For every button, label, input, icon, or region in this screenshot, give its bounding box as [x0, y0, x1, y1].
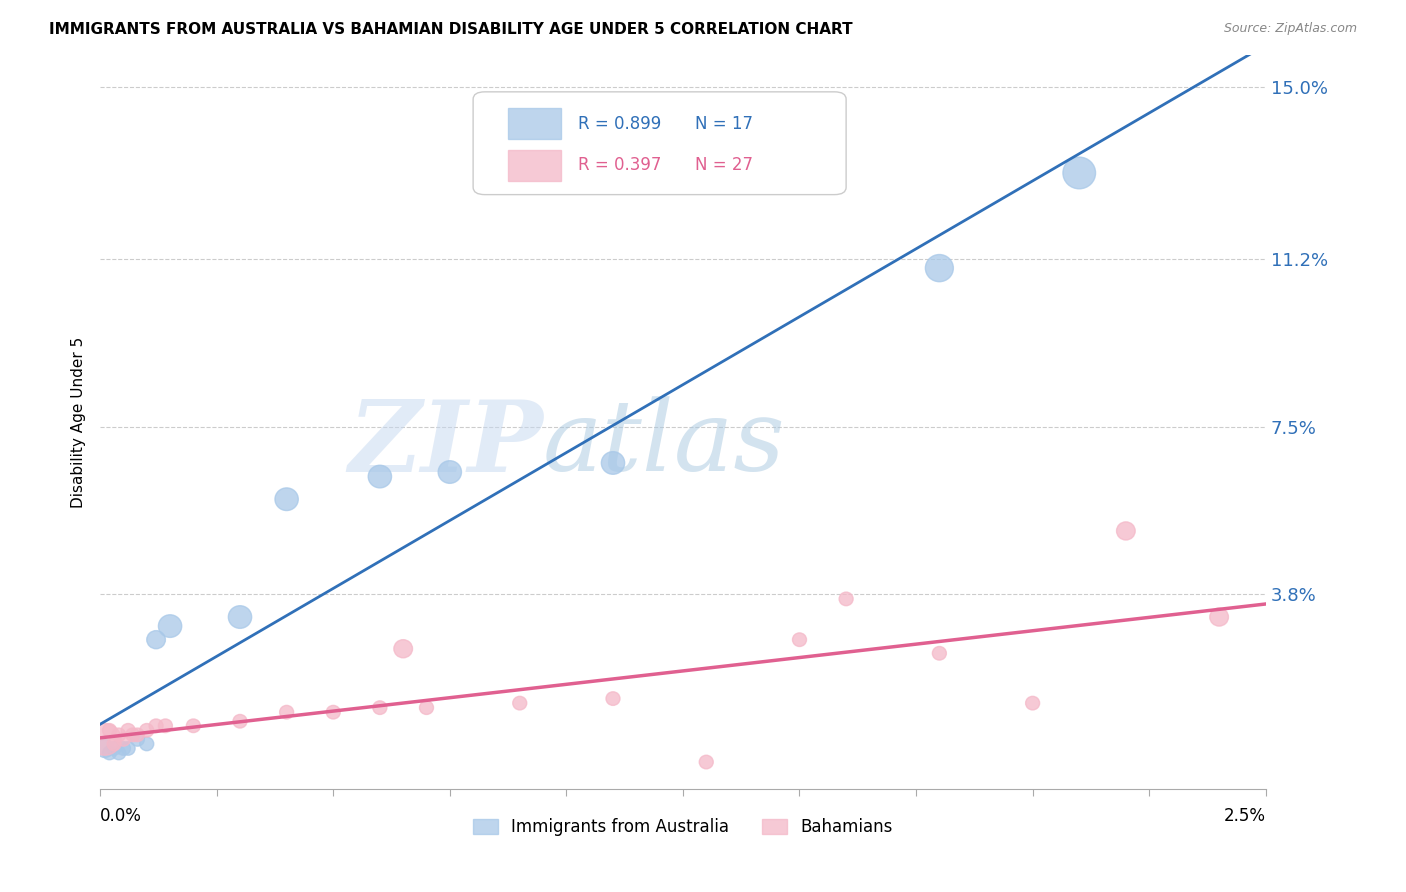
- Ellipse shape: [228, 606, 252, 628]
- Text: R = 0.397: R = 0.397: [578, 156, 661, 174]
- Ellipse shape: [107, 741, 121, 756]
- Ellipse shape: [419, 701, 433, 714]
- Ellipse shape: [394, 640, 412, 657]
- Ellipse shape: [89, 723, 121, 756]
- Ellipse shape: [373, 701, 387, 714]
- Ellipse shape: [117, 741, 131, 756]
- Ellipse shape: [513, 697, 527, 710]
- Ellipse shape: [602, 451, 624, 475]
- Ellipse shape: [146, 631, 166, 648]
- Ellipse shape: [280, 706, 294, 719]
- Ellipse shape: [131, 732, 145, 747]
- Ellipse shape: [159, 719, 173, 732]
- Ellipse shape: [103, 747, 117, 760]
- Ellipse shape: [925, 254, 953, 282]
- Legend: Immigrants from Australia, Bahamians: Immigrants from Australia, Bahamians: [472, 818, 893, 836]
- Ellipse shape: [276, 488, 298, 510]
- Ellipse shape: [139, 723, 153, 737]
- Ellipse shape: [793, 633, 807, 647]
- Ellipse shape: [233, 714, 247, 728]
- Text: 2.5%: 2.5%: [1223, 807, 1265, 825]
- Ellipse shape: [131, 728, 145, 741]
- Ellipse shape: [1025, 697, 1039, 710]
- Text: 0.0%: 0.0%: [100, 807, 142, 825]
- Text: R = 0.899: R = 0.899: [578, 115, 661, 133]
- Ellipse shape: [121, 723, 135, 737]
- Text: N = 27: N = 27: [695, 156, 752, 174]
- Ellipse shape: [368, 466, 391, 488]
- Ellipse shape: [125, 728, 139, 741]
- Ellipse shape: [117, 732, 131, 747]
- FancyBboxPatch shape: [508, 150, 561, 181]
- Ellipse shape: [121, 741, 135, 756]
- Ellipse shape: [96, 739, 114, 757]
- Ellipse shape: [839, 592, 853, 606]
- Ellipse shape: [112, 728, 125, 741]
- Text: ZIP: ZIP: [349, 396, 543, 492]
- Text: atlas: atlas: [543, 397, 786, 491]
- Text: N = 17: N = 17: [695, 115, 752, 133]
- Ellipse shape: [1116, 522, 1135, 540]
- Ellipse shape: [326, 706, 340, 719]
- Ellipse shape: [107, 737, 121, 751]
- Ellipse shape: [1209, 608, 1229, 626]
- Ellipse shape: [112, 747, 125, 760]
- Y-axis label: Disability Age Under 5: Disability Age Under 5: [72, 336, 86, 508]
- Ellipse shape: [149, 719, 163, 732]
- Ellipse shape: [699, 756, 713, 769]
- Ellipse shape: [439, 460, 461, 483]
- FancyBboxPatch shape: [474, 92, 846, 194]
- Text: Source: ZipAtlas.com: Source: ZipAtlas.com: [1223, 22, 1357, 36]
- Text: IMMIGRANTS FROM AUSTRALIA VS BAHAMIAN DISABILITY AGE UNDER 5 CORRELATION CHART: IMMIGRANTS FROM AUSTRALIA VS BAHAMIAN DI…: [49, 22, 853, 37]
- Ellipse shape: [159, 615, 181, 638]
- Ellipse shape: [606, 692, 620, 706]
- Ellipse shape: [103, 723, 117, 737]
- Ellipse shape: [187, 719, 201, 732]
- Ellipse shape: [932, 647, 946, 660]
- FancyBboxPatch shape: [508, 109, 561, 139]
- Ellipse shape: [1063, 157, 1095, 189]
- Ellipse shape: [139, 737, 153, 751]
